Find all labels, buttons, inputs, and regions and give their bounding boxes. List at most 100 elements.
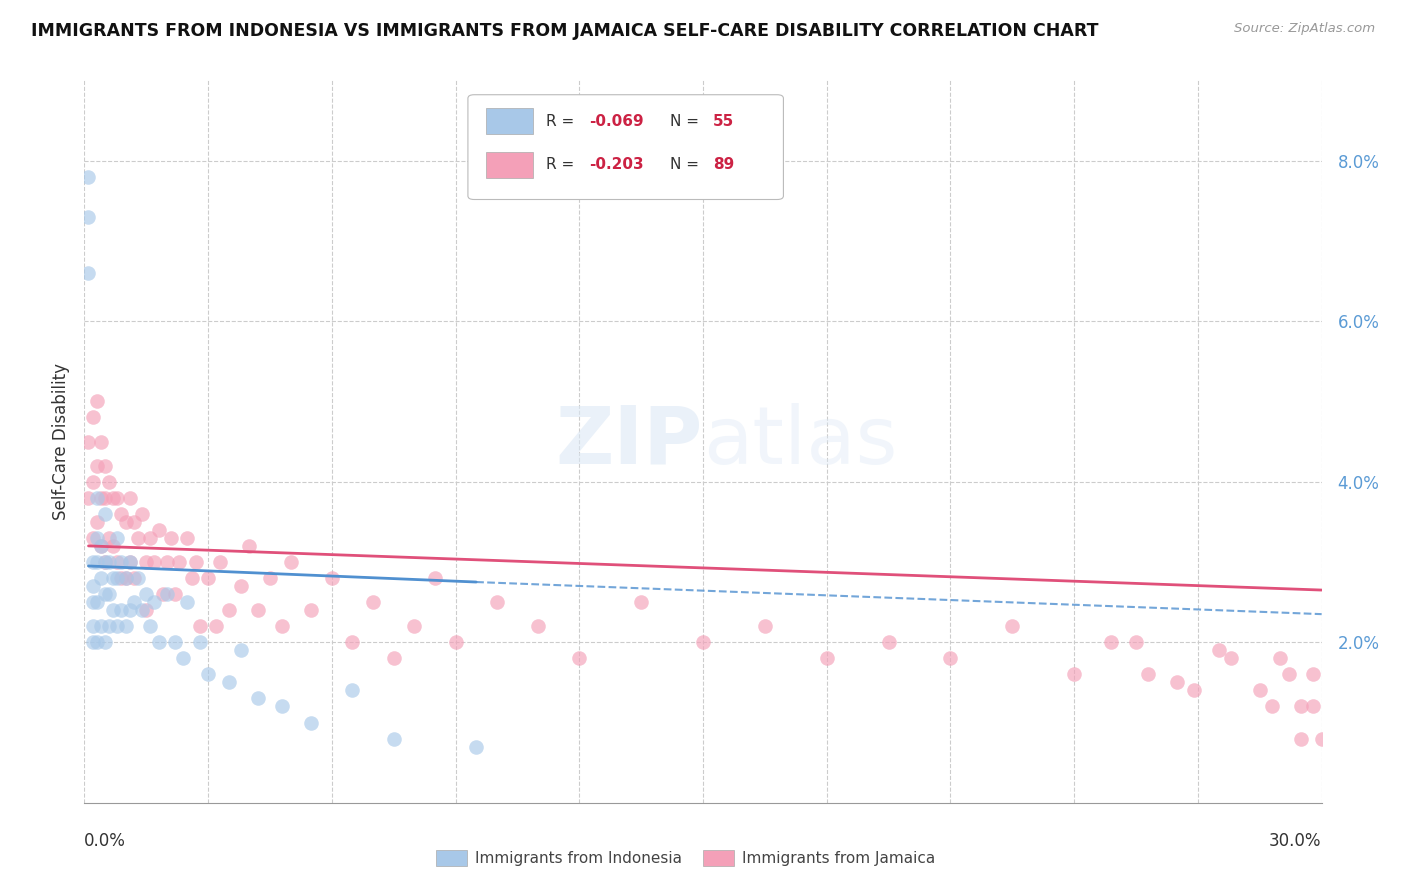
Point xyxy=(1310,731,1333,746)
Point xyxy=(1219,651,1241,665)
Text: Immigrants from Jamaica: Immigrants from Jamaica xyxy=(742,851,935,865)
Y-axis label: Self-Care Disability: Self-Care Disability xyxy=(52,363,70,520)
Point xyxy=(110,507,132,521)
Point xyxy=(98,531,121,545)
Point xyxy=(1289,699,1312,714)
Point xyxy=(86,394,108,409)
Point xyxy=(148,523,170,537)
Text: IMMIGRANTS FROM INDONESIA VS IMMIGRANTS FROM JAMAICA SELF-CARE DISABILITY CORREL: IMMIGRANTS FROM INDONESIA VS IMMIGRANTS … xyxy=(31,22,1098,40)
Point xyxy=(86,555,108,569)
Point xyxy=(184,555,207,569)
Point xyxy=(939,651,962,665)
Point xyxy=(1137,667,1160,681)
Point xyxy=(82,555,104,569)
Text: 55: 55 xyxy=(713,114,734,129)
Point xyxy=(485,595,508,609)
Point xyxy=(280,555,302,569)
Point xyxy=(110,603,132,617)
Point xyxy=(82,531,104,545)
Point xyxy=(176,531,198,545)
Point xyxy=(342,635,364,649)
Point xyxy=(122,595,145,609)
Point xyxy=(86,458,108,473)
Point xyxy=(103,539,125,553)
Point xyxy=(271,699,294,714)
Point xyxy=(1001,619,1024,633)
Point xyxy=(131,603,153,617)
Point xyxy=(135,555,157,569)
Point xyxy=(135,587,157,601)
Point xyxy=(165,587,187,601)
Point xyxy=(165,635,187,649)
Text: atlas: atlas xyxy=(703,402,897,481)
Text: 89: 89 xyxy=(713,157,734,172)
Point xyxy=(86,635,108,649)
Point xyxy=(90,434,112,449)
Point xyxy=(259,571,281,585)
Point xyxy=(1182,683,1205,698)
Point xyxy=(98,587,121,601)
FancyBboxPatch shape xyxy=(486,152,533,178)
Text: Source: ZipAtlas.com: Source: ZipAtlas.com xyxy=(1234,22,1375,36)
Point xyxy=(94,635,117,649)
Point xyxy=(127,531,149,545)
Point xyxy=(105,619,128,633)
Point xyxy=(94,491,117,505)
Point xyxy=(299,603,322,617)
Point xyxy=(877,635,900,649)
Point xyxy=(630,595,652,609)
Point xyxy=(86,595,108,609)
Point xyxy=(139,531,162,545)
Point xyxy=(1208,643,1230,657)
Point xyxy=(176,595,198,609)
Point xyxy=(98,555,121,569)
Text: N =: N = xyxy=(669,114,703,129)
Point xyxy=(180,571,202,585)
Point xyxy=(90,539,112,553)
Text: 30.0%: 30.0% xyxy=(1270,831,1322,850)
Point xyxy=(156,555,179,569)
Point xyxy=(94,507,117,521)
Point xyxy=(218,675,240,690)
Point xyxy=(139,619,162,633)
Point xyxy=(118,491,141,505)
Point xyxy=(105,531,128,545)
Point xyxy=(103,491,125,505)
Text: ZIP: ZIP xyxy=(555,402,703,481)
Point xyxy=(1099,635,1122,649)
Point xyxy=(229,579,252,593)
Point xyxy=(1289,731,1312,746)
Point xyxy=(209,555,232,569)
Point xyxy=(1270,651,1292,665)
Point xyxy=(152,587,174,601)
Point xyxy=(122,571,145,585)
Point xyxy=(105,571,128,585)
Point xyxy=(754,619,776,633)
Point xyxy=(90,571,112,585)
Point xyxy=(103,571,125,585)
Point xyxy=(127,571,149,585)
Point xyxy=(404,619,426,633)
Point xyxy=(246,691,269,706)
Point xyxy=(94,555,117,569)
Point xyxy=(1063,667,1085,681)
Point xyxy=(114,619,136,633)
Point xyxy=(444,635,467,649)
Point xyxy=(110,571,132,585)
Point xyxy=(160,531,183,545)
Point xyxy=(77,434,100,449)
Point xyxy=(692,635,714,649)
Text: N =: N = xyxy=(669,157,703,172)
Point xyxy=(143,595,166,609)
Point xyxy=(423,571,446,585)
Point xyxy=(114,571,136,585)
Point xyxy=(815,651,838,665)
Point xyxy=(90,491,112,505)
Point xyxy=(1302,699,1324,714)
Point xyxy=(188,635,211,649)
Point xyxy=(114,515,136,529)
Point xyxy=(82,619,104,633)
Point xyxy=(94,587,117,601)
Point xyxy=(98,475,121,489)
Point xyxy=(1166,675,1188,690)
